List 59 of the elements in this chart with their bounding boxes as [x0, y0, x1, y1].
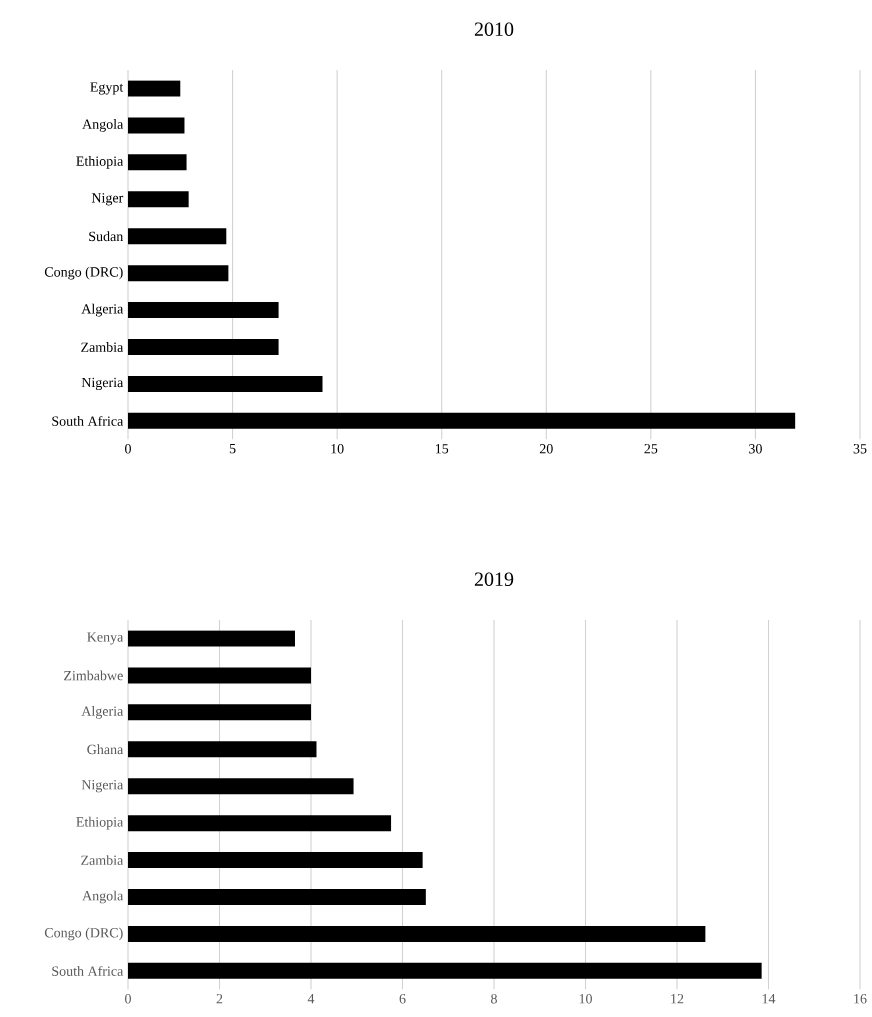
y-tick-label: Algeria [81, 705, 124, 719]
bar [128, 339, 279, 355]
x-tick-label: 16 [854, 994, 867, 1004]
y-tick-label: Ethiopia [76, 816, 124, 830]
x-tick-label: 10 [579, 994, 592, 1004]
y-tick-label: Congo (DRC) [44, 927, 123, 941]
y-tick-label: Ghana [87, 744, 124, 755]
bar [128, 704, 311, 721]
chart-title: 2019 [474, 572, 514, 586]
x-tick-label: 5 [229, 444, 236, 454]
x-tick-label: 2 [216, 994, 223, 1004]
x-tick-label: 0 [125, 994, 131, 1004]
y-tick-label: Sudan [89, 231, 124, 242]
x-tick-label: 25 [644, 444, 658, 454]
y-tick-label: Zambia [81, 855, 124, 866]
y-tick-label: South Africa [52, 965, 124, 976]
y-tick-label: Congo (DRC) [44, 266, 123, 280]
bar [128, 412, 796, 429]
y-tick-label: Angola [82, 119, 124, 132]
x-tick-label: 15 [435, 444, 449, 454]
bar [128, 228, 227, 245]
y-tick-label: Zimbabwe [64, 670, 123, 681]
x-tick-label: 10 [331, 444, 344, 454]
bar [128, 667, 311, 684]
y-tick-label: Egypt [90, 82, 124, 95]
bar [128, 265, 229, 282]
bar [128, 889, 426, 906]
bar [128, 778, 354, 795]
chart-title: 2010 [474, 22, 514, 36]
bar [128, 191, 189, 208]
y-tick-label: Ethiopia [76, 156, 124, 169]
bar [128, 302, 279, 319]
bar [128, 962, 762, 979]
bar [128, 852, 423, 869]
y-tick-label: Kenya [87, 632, 124, 645]
x-tick-label: 14 [762, 994, 776, 1004]
x-tick-label: 30 [749, 444, 762, 454]
x-tick-label: 20 [539, 444, 553, 454]
bar [128, 375, 323, 392]
bar [128, 815, 392, 832]
bar [128, 630, 295, 647]
y-tick-label: Niger [91, 193, 124, 206]
y-tick-label: Algeria [81, 303, 124, 317]
bar [128, 117, 185, 134]
x-tick-label: 12 [671, 994, 684, 1004]
y-tick-label: Nigeria [81, 780, 124, 793]
x-tick-label: 8 [491, 994, 497, 1004]
bar [128, 80, 181, 97]
bar [128, 154, 187, 171]
y-tick-label: Zambia [81, 342, 124, 352]
x-tick-label: 6 [399, 994, 406, 1004]
bar [128, 741, 317, 758]
x-tick-label: 0 [125, 444, 131, 454]
x-tick-label: 35 [853, 444, 867, 454]
bar [128, 925, 706, 942]
y-tick-label: South Africa [52, 415, 124, 426]
y-tick-label: Nigeria [81, 377, 124, 391]
x-tick-label: 4 [307, 994, 315, 1004]
y-tick-label: Angola [82, 890, 124, 904]
